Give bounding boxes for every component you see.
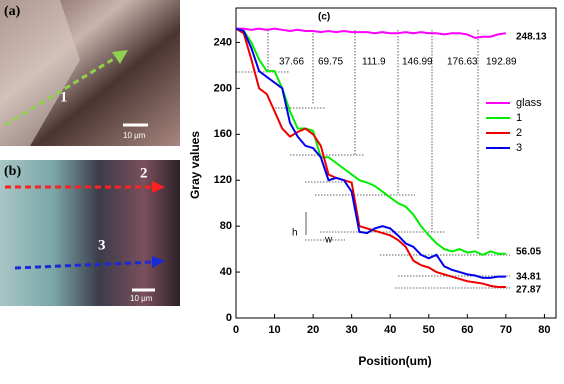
- plot-frame: [235, 7, 557, 319]
- annotation: 27.87: [516, 285, 541, 296]
- x-tick-label: 50: [423, 324, 435, 336]
- panel-label: (c): [318, 12, 330, 23]
- y-axis-label: Gray values: [188, 131, 202, 199]
- series-line: [235, 27, 506, 279]
- panel-label: (b): [4, 164, 21, 179]
- annotation: 111.9: [362, 57, 386, 68]
- legend-label: 3: [516, 142, 522, 154]
- legend-label: glass: [516, 97, 542, 109]
- x-tick-label: 0: [233, 324, 239, 336]
- flake: [0, 0, 80, 146]
- annotation: 146.99: [402, 57, 433, 68]
- annotation: 37.66: [279, 57, 304, 68]
- x-tick-label: 80: [538, 324, 550, 336]
- annotation: 56.05: [516, 247, 541, 258]
- y-tick-label: 200: [214, 82, 232, 94]
- annotation: 248.13: [516, 32, 547, 43]
- x-tick-label: 20: [307, 324, 319, 336]
- arrow-label: 3: [98, 237, 106, 253]
- guide-lines: [267, 30, 479, 240]
- annotation: h: [292, 228, 298, 239]
- y-tick-label: 80: [220, 220, 232, 232]
- panel-a: (a) 1 10 μm: [0, 0, 180, 146]
- guide-lines: [236, 71, 510, 289]
- annotation: 192.89: [486, 57, 517, 68]
- x-tick-label: 60: [461, 324, 473, 336]
- y-tick-label: 40: [220, 266, 232, 278]
- panel-b: (b) 2 3 10 μm: [0, 160, 180, 306]
- y-tick-label: 0: [226, 312, 232, 324]
- legend-label: 2: [516, 127, 522, 139]
- series-line: [236, 27, 507, 39]
- x-axis-label: Position(um): [358, 354, 431, 368]
- panel-label: (a): [4, 4, 21, 19]
- x-tick-label: 70: [500, 324, 512, 336]
- series-line: [235, 27, 506, 256]
- y-tick-label: 160: [214, 128, 232, 140]
- scale-label: 10 μm: [130, 294, 153, 303]
- y-tick-label: 240: [214, 36, 232, 48]
- x-tick-label: 10: [268, 324, 280, 336]
- scan-arrow: [14, 260, 156, 270]
- x-tick-label: 30: [346, 324, 358, 336]
- y-tick-label: 120: [214, 174, 232, 186]
- arrow-label: 1: [60, 89, 68, 105]
- scale-label: 10 μm: [123, 131, 146, 140]
- arrow-label: 2: [140, 165, 148, 181]
- guides: [236, 30, 510, 289]
- annotation: w: [324, 235, 333, 246]
- annotation: 69.75: [318, 57, 343, 68]
- arrow-head: [112, 50, 128, 64]
- legend-label: 1: [516, 112, 522, 124]
- arrow-head: [152, 181, 165, 193]
- annotation: 176.63: [447, 57, 478, 68]
- annotation: 34.81: [516, 272, 541, 283]
- micrograph-b: [0, 160, 180, 306]
- arrow-head: [152, 256, 165, 268]
- x-tick-label: 40: [384, 324, 396, 336]
- scan-arrow: [4, 53, 121, 127]
